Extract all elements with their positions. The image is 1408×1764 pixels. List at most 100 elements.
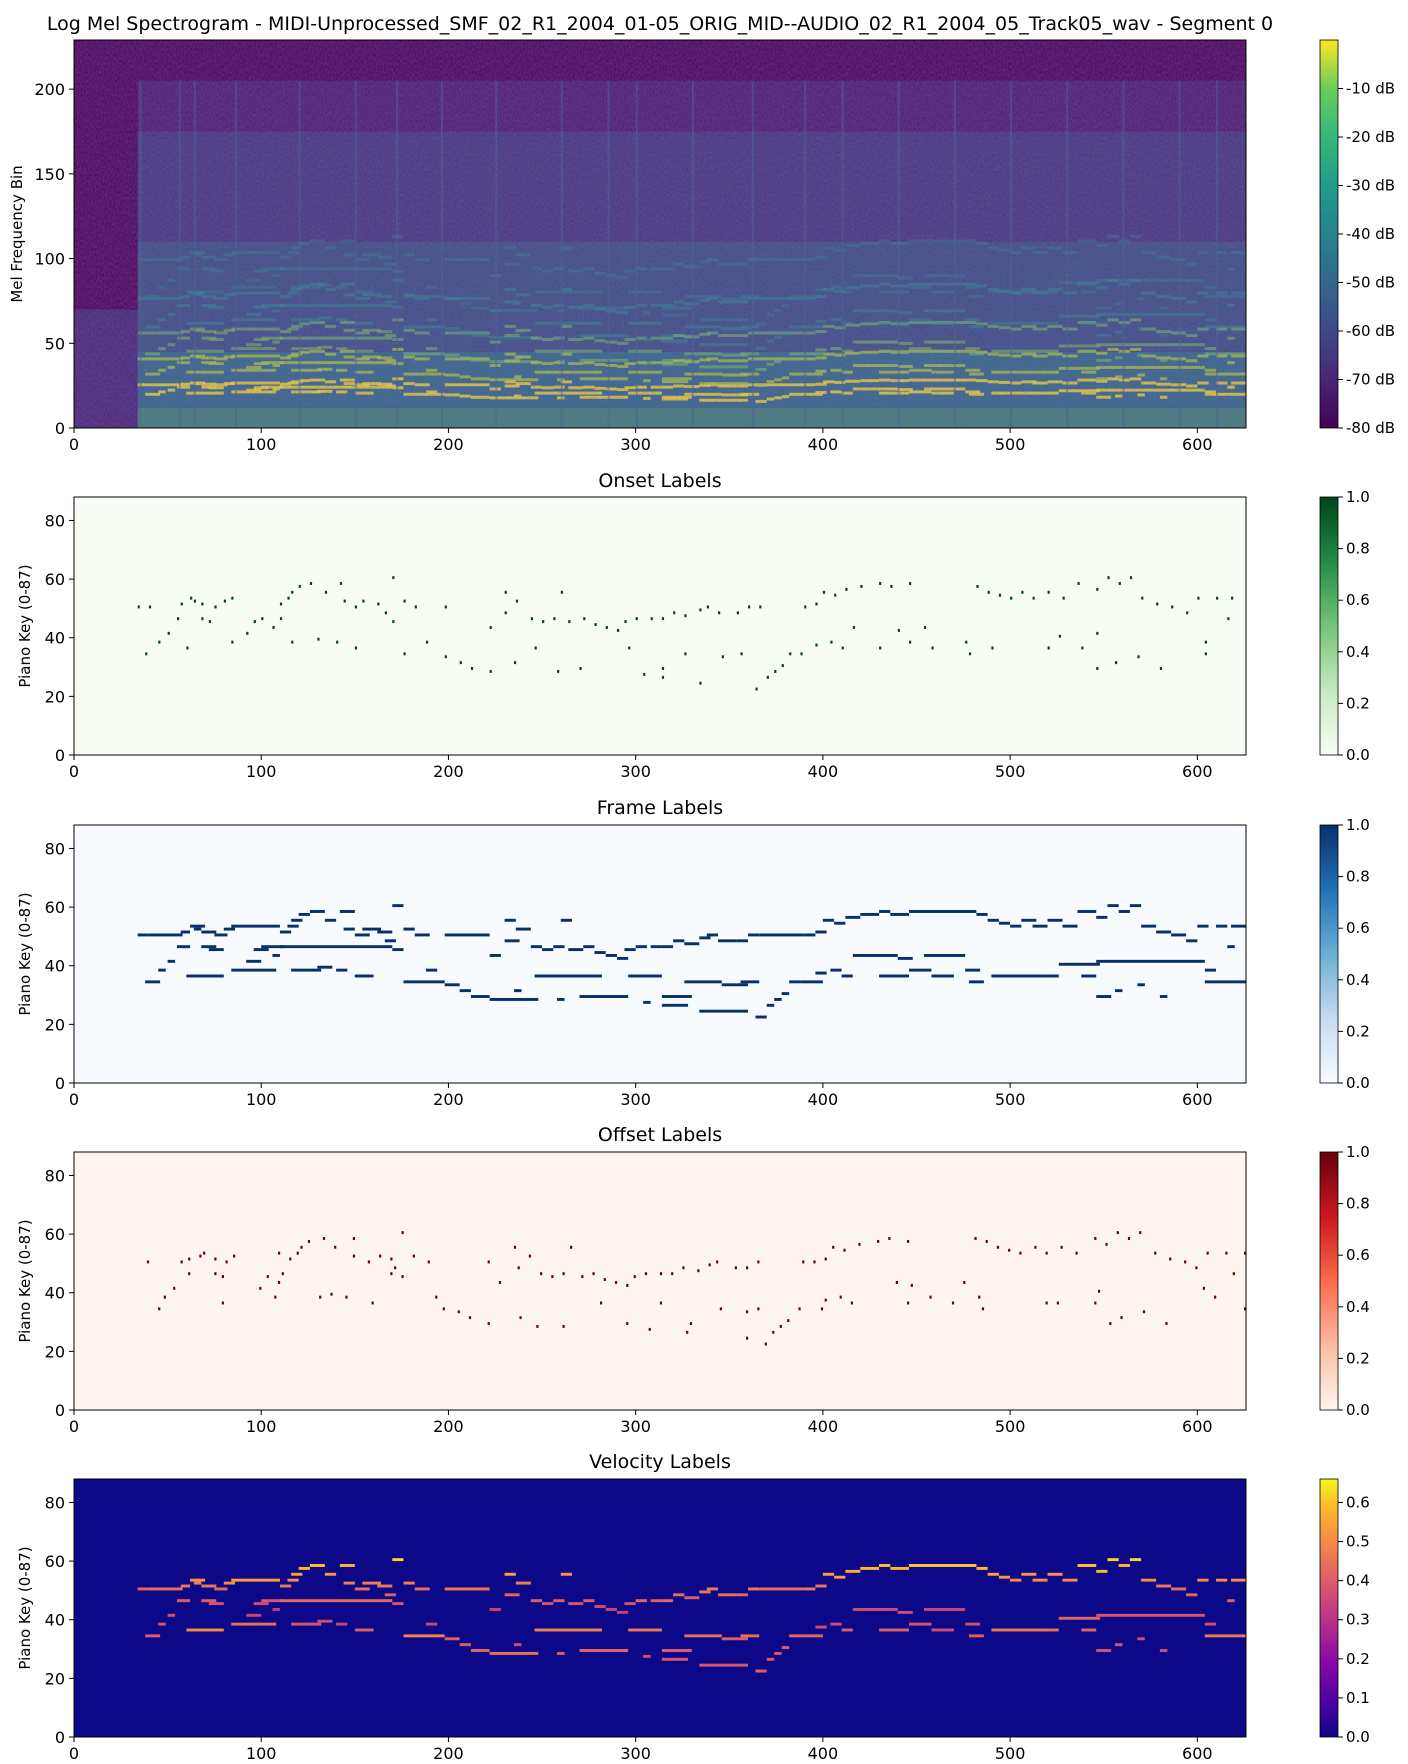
velocity-note-mark — [879, 1564, 891, 1567]
offset-note-mark — [1195, 1266, 1198, 1270]
velocity-note-mark — [568, 1602, 584, 1606]
onset-note-mark — [339, 582, 343, 585]
offset-note-mark — [498, 1281, 502, 1284]
x-tick-label: 200 — [433, 1744, 464, 1763]
offset-frame — [73, 1151, 1247, 1411]
frame-note-mark — [684, 980, 722, 984]
velocity-note-mark — [718, 1593, 737, 1597]
offset-note-mark — [689, 1322, 693, 1325]
velocity-note-mark — [246, 1613, 262, 1617]
y-tick-label: 50 — [45, 334, 65, 353]
frame-note-mark — [201, 930, 217, 934]
offset-note-mark — [802, 1260, 805, 1264]
frame-note-mark — [513, 989, 522, 993]
offset-ylabel: Piano Key (0-87) — [16, 1219, 34, 1342]
velocity-panel: Velocity Labels 0 100 200 300 400 500 600 0 20 40… — [16, 1451, 1370, 1763]
offset-note-mark — [281, 1272, 284, 1276]
frame-note-mark — [699, 936, 711, 940]
velocity-note-mark — [201, 1599, 217, 1603]
x-tick-label: 500 — [995, 1417, 1026, 1436]
x-tick-label: 0 — [69, 1417, 79, 1436]
onset-note-mark — [815, 602, 818, 606]
offset-note-mark — [907, 1239, 910, 1243]
onset-note-mark — [1171, 605, 1174, 609]
onset-note-mark — [909, 640, 912, 644]
velocity-note-mark — [515, 1581, 531, 1585]
velocity-note-mark — [845, 1569, 861, 1573]
offset-background — [74, 1152, 1246, 1410]
velocity-note-mark — [1216, 1578, 1228, 1582]
offset-note-mark — [648, 1327, 651, 1331]
offset-note-mark — [757, 1260, 760, 1264]
offset-note-mark — [824, 1298, 827, 1302]
velocity-note-mark — [167, 1613, 176, 1617]
velocity-note-mark — [384, 1593, 397, 1597]
velocity-note-mark — [392, 1558, 404, 1562]
offset-note-mark — [1202, 1286, 1206, 1290]
onset-note-mark — [923, 626, 927, 629]
frame-note-mark — [1077, 910, 1097, 913]
frame-note-mark — [137, 933, 149, 937]
frame-note-mark — [1058, 962, 1100, 966]
colorbar-tick-label: 0.2 — [1346, 1022, 1370, 1040]
onset-note-mark — [583, 617, 586, 621]
offset-note-mark — [779, 1324, 782, 1328]
onset-note-mark — [1096, 587, 1099, 591]
spectrogram-colorbar-ticks: -10 dB -20 dB -30 dB -40 dB -50 dB -60 dB -70 … — [1338, 80, 1395, 437]
frame-note-mark — [923, 954, 966, 957]
frame-note-mark — [1047, 974, 1059, 978]
frame-note-mark — [721, 983, 748, 987]
velocity-note-mark — [852, 1608, 898, 1611]
onset-note-mark — [317, 637, 320, 641]
onset-note-mark — [470, 667, 474, 670]
offset-note-mark — [277, 1251, 281, 1255]
frame-note-mark — [214, 933, 228, 937]
frame-note-mark — [223, 927, 236, 931]
x-tick-label: 0 — [69, 1090, 79, 1109]
velocity-note-mark — [781, 1646, 790, 1650]
frame-note-mark — [148, 933, 183, 937]
onset-note-mark — [616, 628, 620, 632]
onset-note-mark — [362, 599, 365, 603]
y-tick-label: 0 — [55, 1401, 65, 1420]
onset-note-mark — [504, 611, 507, 615]
velocity-note-mark — [553, 1599, 565, 1603]
velocity-note-mark — [377, 1584, 393, 1588]
offset-note-mark — [266, 1275, 269, 1279]
frame-note-mark — [515, 927, 531, 931]
frame-note-mark — [186, 974, 224, 978]
frame-note-mark — [459, 989, 471, 993]
frame-note-mark — [1137, 983, 1145, 987]
velocity-note-mark — [530, 1599, 543, 1603]
velocity-note-mark — [534, 1628, 602, 1632]
frame-colorbar-ticks: 1.0 0.8 0.6 0.4 0.2 0.0 — [1338, 816, 1370, 1092]
velocity-note-mark — [616, 1610, 629, 1614]
offset-note-mark — [517, 1266, 520, 1270]
onset-note-mark — [736, 611, 739, 615]
frame-note-mark — [317, 965, 333, 969]
velocity-note-mark — [354, 1587, 370, 1591]
velocity-note-mark — [766, 1657, 775, 1661]
onset-note-mark — [789, 652, 792, 656]
onset-background — [74, 497, 1246, 755]
frame-note-mark — [879, 974, 910, 978]
velocity-axes: 0 100 200 300 400 500 600 0 20 40 60 80 — [45, 1493, 1213, 1763]
onset-note-mark — [1058, 634, 1061, 638]
y-tick-label: 150 — [34, 165, 65, 184]
frame-note-mark — [624, 948, 636, 952]
colorbar-tick-label: 0.0 — [1346, 1728, 1370, 1746]
frame-note-mark — [180, 930, 191, 934]
x-tick-label: 300 — [620, 1417, 651, 1436]
onset-note-mark — [774, 669, 777, 673]
frame-note-mark — [822, 918, 835, 922]
offset-note-mark — [274, 1295, 277, 1299]
frame-note-mark — [1156, 930, 1172, 934]
onset-note-mark — [1107, 576, 1110, 580]
frame-note-mark — [1032, 924, 1048, 928]
velocity-note-mark — [594, 1605, 606, 1608]
velocity-note-mark — [605, 1608, 617, 1611]
frame-panel: Frame Labels 0 100 200 300 400 500 600 0 20 40 60 8… — [16, 797, 1370, 1109]
x-tick-label: 100 — [246, 762, 277, 781]
colorbar-tick-label: -10 dB — [1346, 80, 1395, 98]
velocity-note-mark — [231, 1622, 277, 1626]
